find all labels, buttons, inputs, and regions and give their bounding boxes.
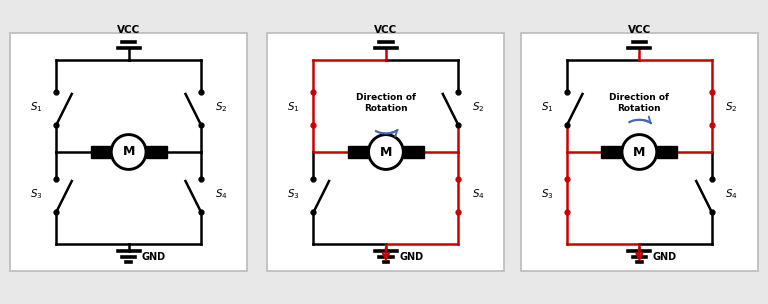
Text: Direction of: Direction of	[356, 93, 416, 102]
Text: $S_2$: $S_2$	[472, 100, 485, 114]
Text: VCC: VCC	[627, 25, 651, 35]
Text: $S_4$: $S_4$	[725, 188, 738, 201]
Text: Rotation: Rotation	[617, 104, 661, 113]
Text: M: M	[633, 146, 646, 158]
Circle shape	[369, 135, 403, 169]
Text: $S_1$: $S_1$	[541, 100, 554, 114]
Bar	[146, 147, 167, 157]
Text: GND: GND	[653, 251, 677, 261]
Text: VCC: VCC	[117, 25, 141, 35]
Text: Rotation: Rotation	[364, 104, 408, 113]
Text: $S_4$: $S_4$	[214, 188, 227, 201]
Text: $S_3$: $S_3$	[541, 188, 554, 201]
Bar	[601, 147, 622, 157]
Bar	[91, 147, 111, 157]
Circle shape	[111, 135, 146, 169]
Text: GND: GND	[399, 251, 423, 261]
Text: $S_3$: $S_3$	[287, 188, 300, 201]
Bar	[403, 147, 424, 157]
Text: VCC: VCC	[374, 25, 398, 35]
Bar	[348, 147, 369, 157]
Text: $S_3$: $S_3$	[30, 188, 43, 201]
Text: $S_1$: $S_1$	[30, 100, 43, 114]
Bar	[657, 147, 677, 157]
Text: GND: GND	[142, 251, 166, 261]
Text: M: M	[122, 146, 135, 158]
Text: $S_2$: $S_2$	[725, 100, 738, 114]
Text: $S_1$: $S_1$	[287, 100, 300, 114]
Text: $S_4$: $S_4$	[472, 188, 485, 201]
Circle shape	[622, 135, 657, 169]
Text: Direction of: Direction of	[609, 93, 670, 102]
Text: M: M	[379, 146, 392, 158]
Text: $S_2$: $S_2$	[214, 100, 227, 114]
